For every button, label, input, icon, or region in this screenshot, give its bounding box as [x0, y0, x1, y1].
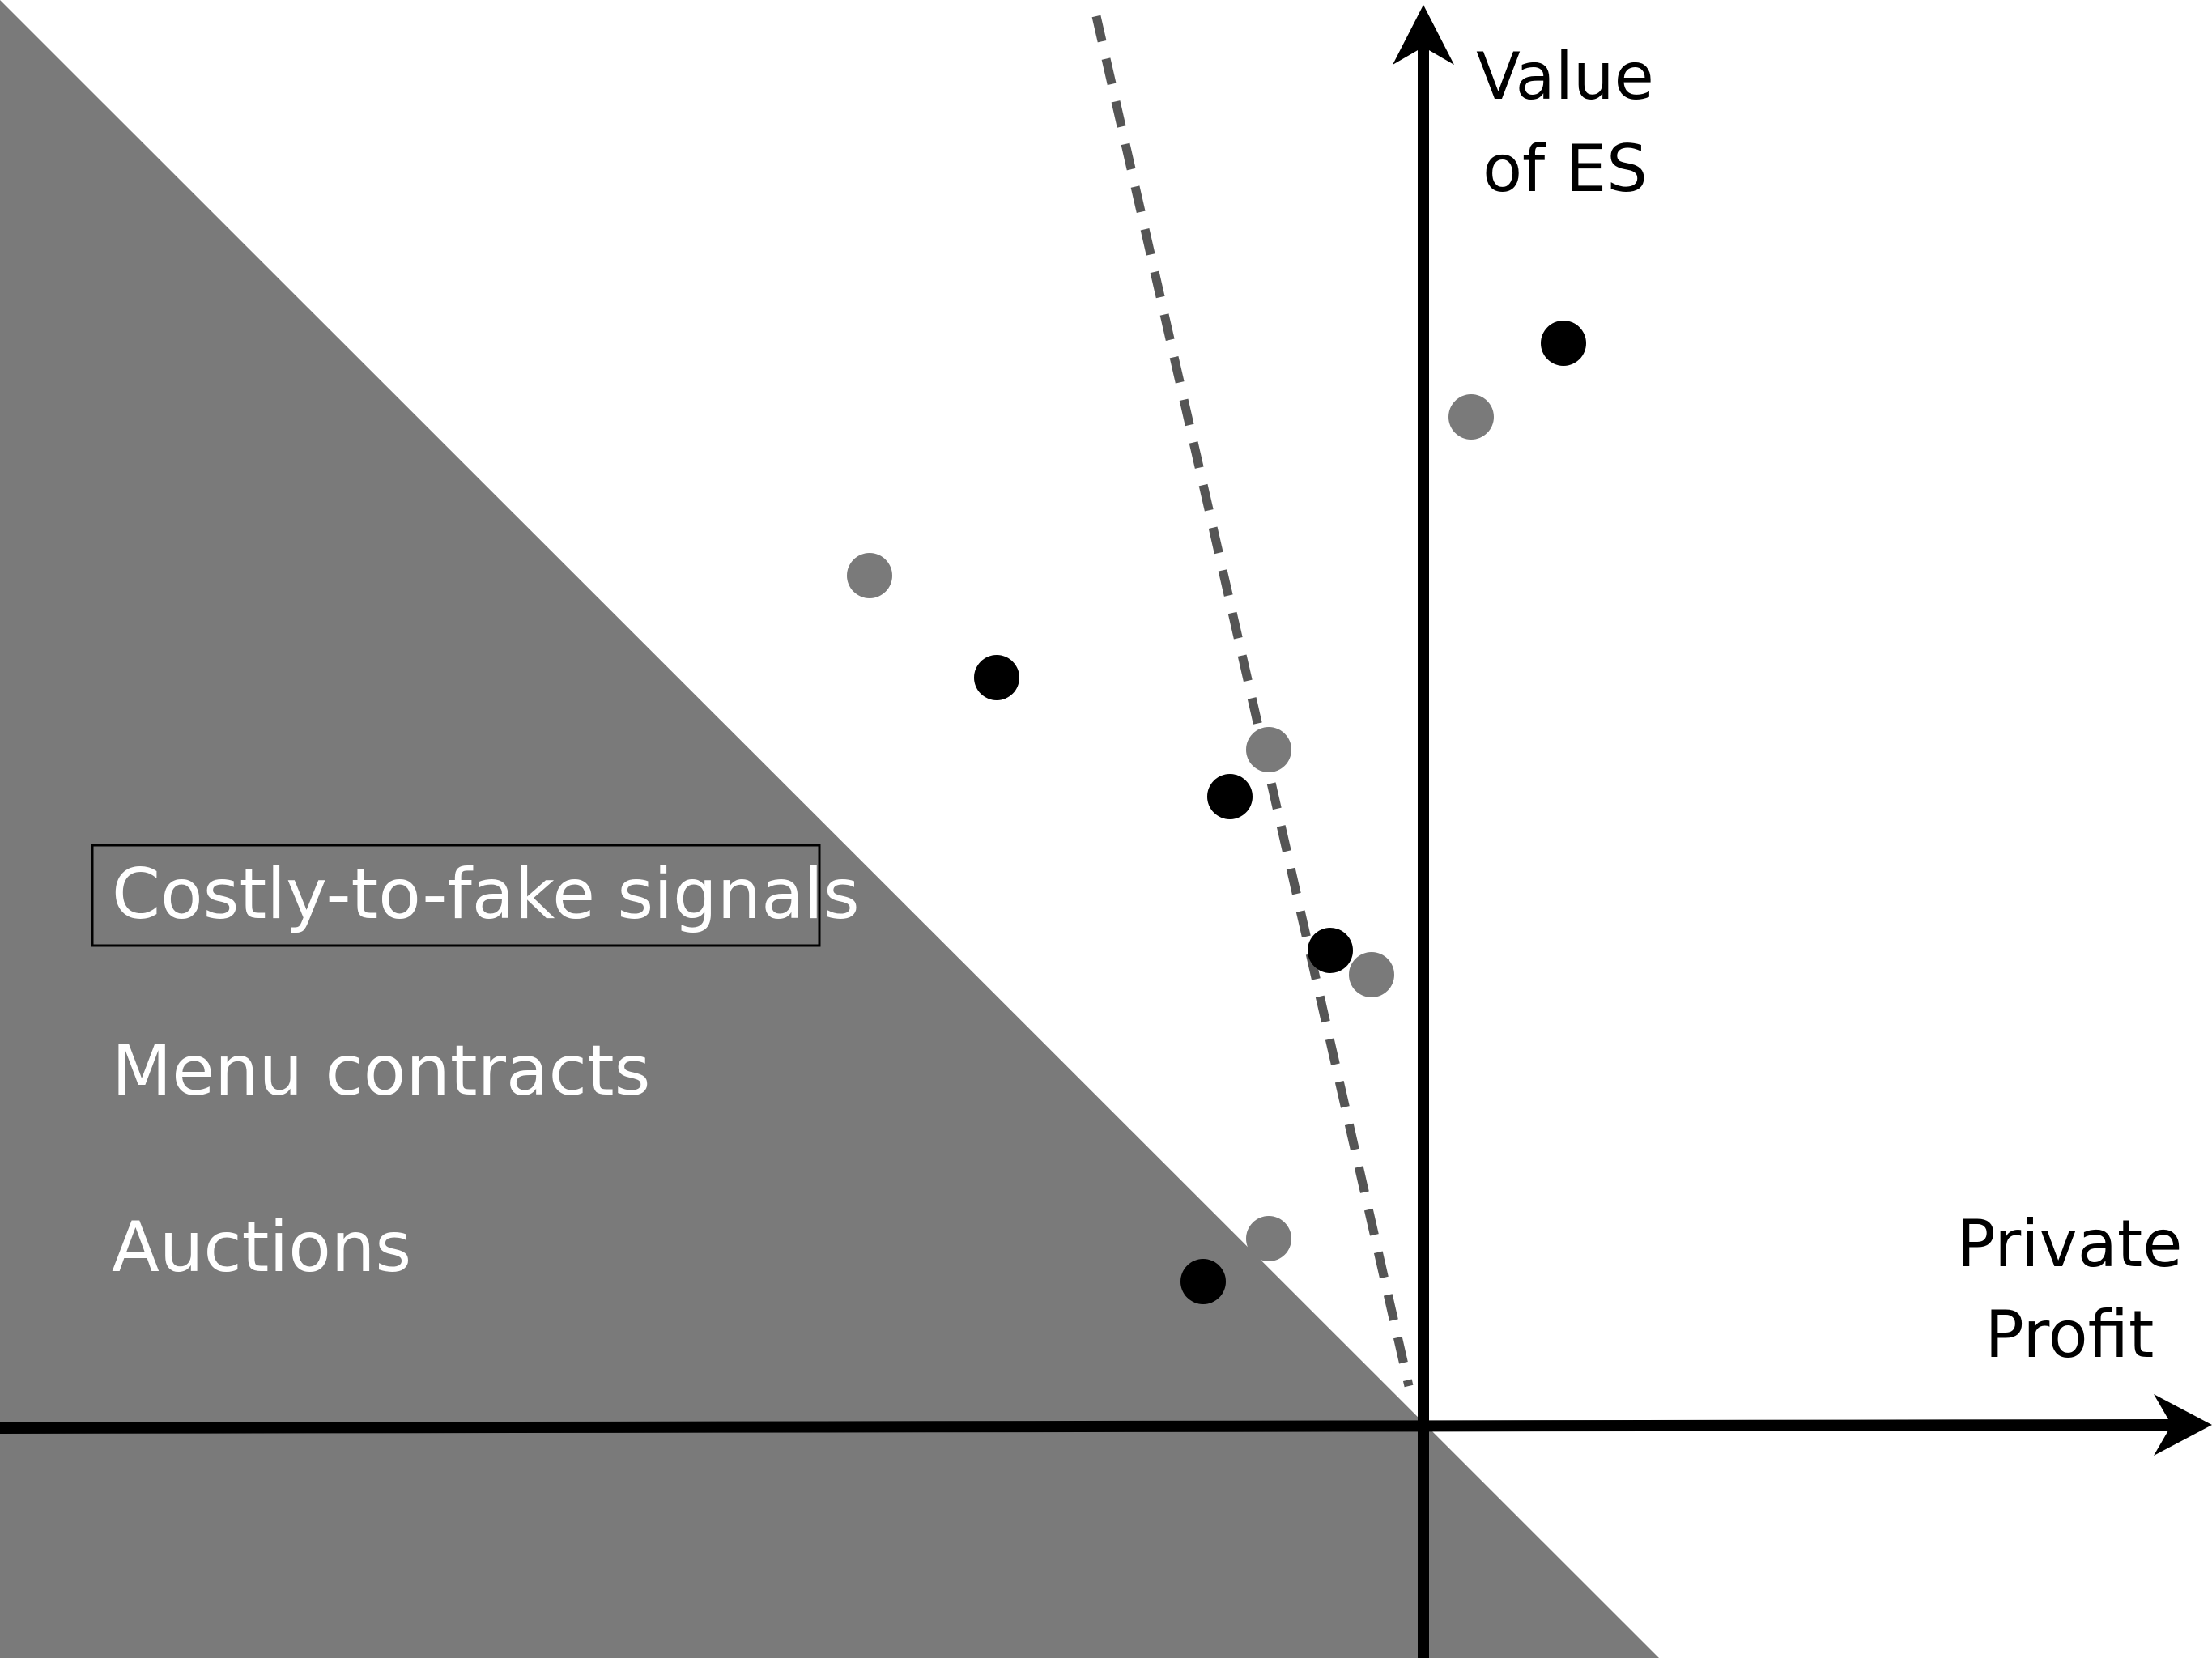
shaded-region	[0, 0, 1659, 1658]
costly-signals-box	[91, 844, 821, 947]
dot-black	[974, 655, 1019, 700]
dot-gray	[1246, 1216, 1291, 1261]
dot-gray	[1349, 952, 1394, 997]
x-axis-label-line2: Profit	[1985, 1297, 2155, 1372]
y-axis-label-line1: Value	[1476, 39, 1654, 114]
dot-black	[1207, 774, 1253, 819]
dot-gray	[847, 553, 892, 598]
dashed-threshold-line	[1091, 15, 1414, 1388]
label-menu-contracts: Menu contracts	[112, 1031, 650, 1112]
dot-gray	[1246, 727, 1291, 772]
label-auctions: Auctions	[112, 1207, 411, 1288]
dot-black	[1541, 321, 1586, 366]
x-axis-label-line1: Private	[1957, 1206, 2183, 1282]
label-costly-signals: Costly-to-fake signals	[112, 854, 860, 935]
x-axis-line	[0, 1419, 2179, 1434]
dot-gray	[1448, 394, 1494, 440]
x-axis-arrow-icon	[2154, 1394, 2212, 1456]
y-axis-arrow-icon	[1393, 5, 1454, 65]
dot-black	[1180, 1259, 1226, 1304]
y-axis-label-line2: of ES	[1482, 131, 1648, 206]
dot-black	[1308, 928, 1353, 973]
